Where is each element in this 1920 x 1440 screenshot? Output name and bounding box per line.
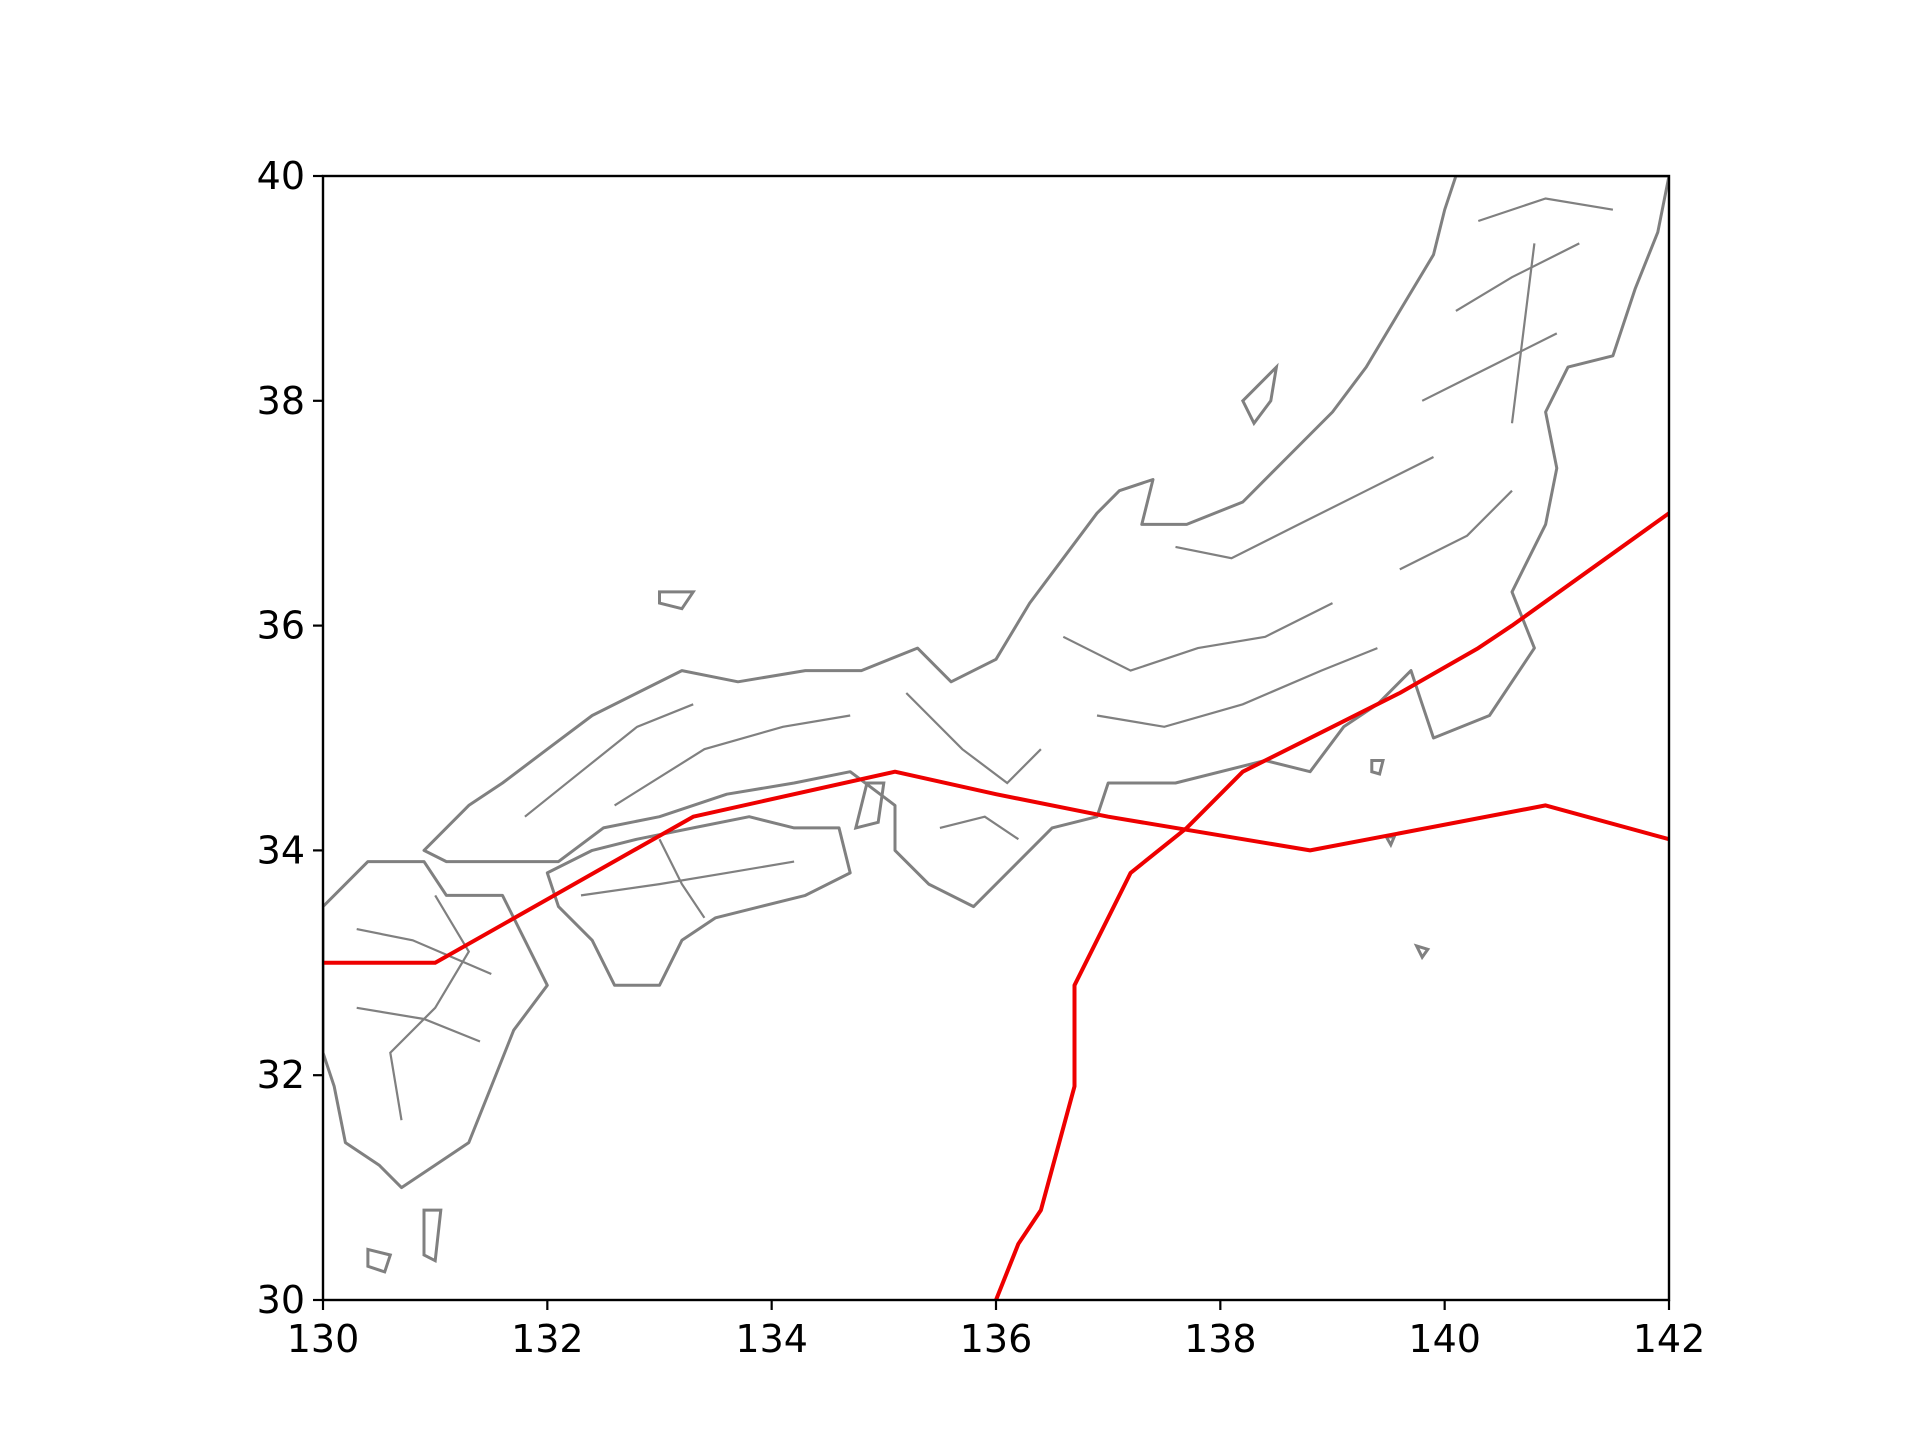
admin-boundary <box>1399 489 1513 571</box>
admin-boundary <box>1175 456 1434 560</box>
island-shikoku <box>545 815 852 987</box>
admin-boundary <box>1421 332 1558 402</box>
island-kyushu <box>323 860 549 1190</box>
admin-boundary <box>524 703 694 818</box>
admin-boundary <box>356 1006 481 1043</box>
x-axis: 130 132 134 136 138 140 142 <box>287 1300 1706 1361</box>
track-line-2 <box>994 511 1669 1300</box>
admin-boundary <box>614 714 851 807</box>
x-tick-label: 132 <box>511 1317 584 1361</box>
island-izu-oshima <box>1370 759 1385 776</box>
basemap-japan <box>323 176 1669 1274</box>
island-yakushima <box>366 1247 393 1274</box>
admin-boundary <box>905 692 1042 785</box>
admin-boundary <box>658 838 706 919</box>
x-tick-label: 140 <box>1408 1317 1481 1361</box>
y-tick-label: 38 <box>257 379 305 423</box>
admin-boundary <box>1096 647 1378 728</box>
admin-boundary <box>1062 602 1333 672</box>
island-oki <box>658 590 697 611</box>
admin-boundary <box>389 894 471 1121</box>
admin-boundary <box>939 815 1020 841</box>
y-tick-label: 32 <box>257 1053 305 1097</box>
track-line-1 <box>323 769 1669 965</box>
x-tick-label: 138 <box>1184 1317 1257 1361</box>
island-hachijo <box>1413 943 1431 961</box>
island-honshu <box>422 176 1669 909</box>
x-tick-label: 130 <box>287 1317 360 1361</box>
island-tanegashima <box>422 1208 443 1264</box>
island-awaji <box>853 781 886 830</box>
y-tick-label: 34 <box>257 828 305 872</box>
track-lines <box>323 511 1669 1300</box>
island-sado <box>1240 362 1279 427</box>
admin-boundary <box>580 860 795 897</box>
x-tick-label: 136 <box>960 1317 1033 1361</box>
admin-boundary <box>356 928 492 976</box>
y-tick-label: 40 <box>257 154 305 198</box>
y-axis: 30 32 34 36 38 40 <box>257 154 323 1322</box>
x-tick-label: 142 <box>1633 1317 1706 1361</box>
admin-boundary <box>1477 197 1614 223</box>
y-tick-label: 36 <box>257 604 305 648</box>
admin-boundary <box>1510 243 1536 424</box>
x-tick-label: 134 <box>735 1317 808 1361</box>
y-tick-label: 30 <box>257 1278 305 1322</box>
admin-boundary <box>1455 242 1580 312</box>
